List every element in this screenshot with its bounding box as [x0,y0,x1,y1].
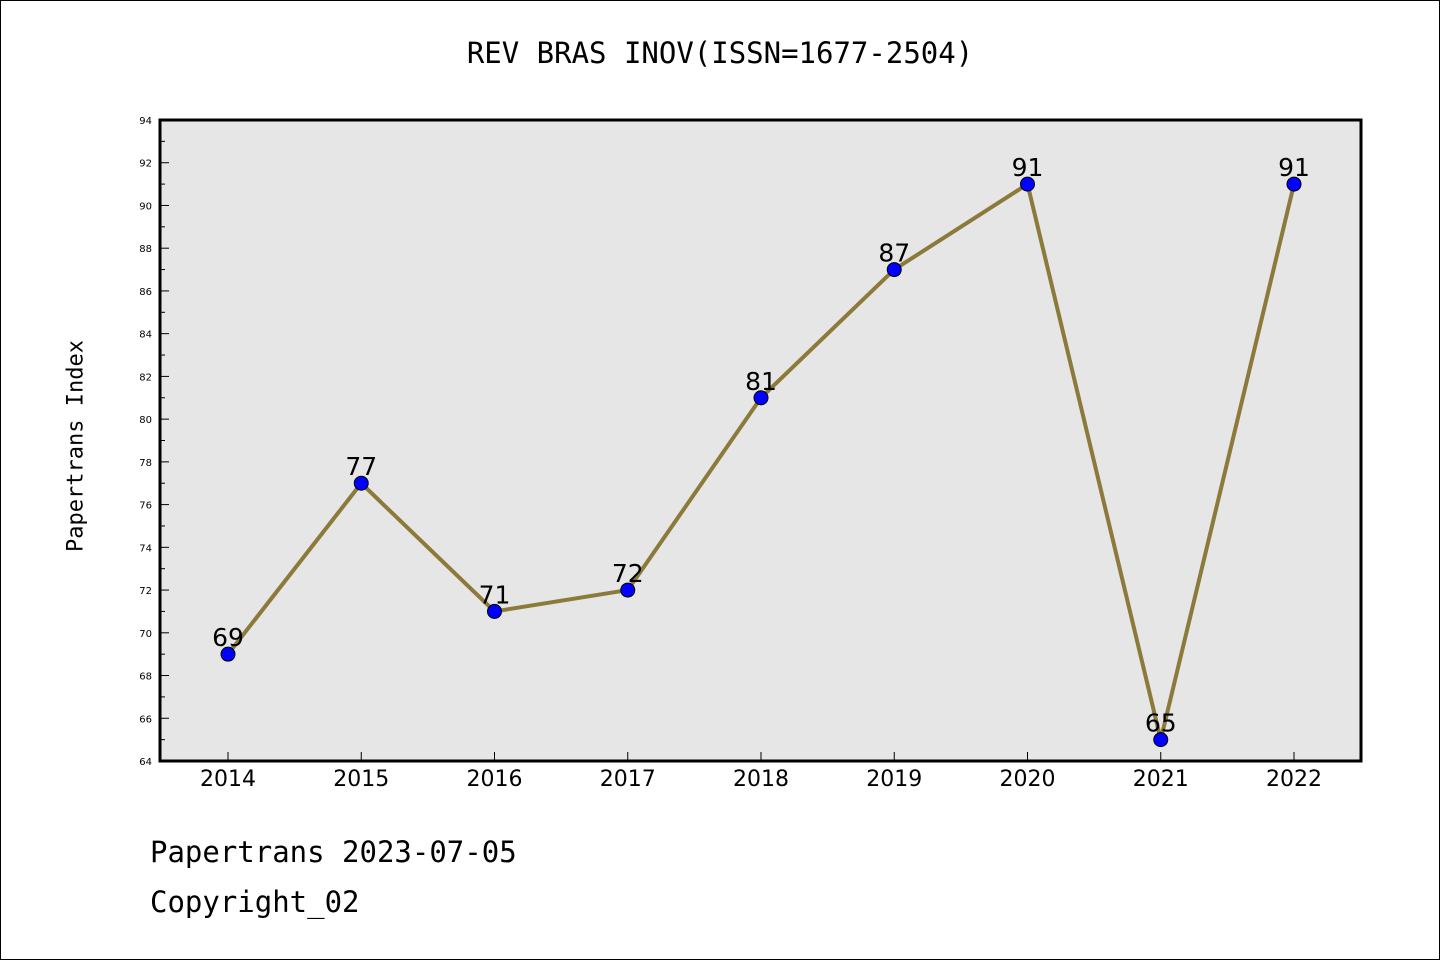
data-point [620,582,636,598]
y-tick-label: 80 [139,415,152,426]
data-point [220,646,236,662]
chart-title: REV BRAS INOV(ISSN=1677-2504) [466,36,974,70]
y-tick-label: 70 [139,629,152,640]
y-tick-label: 88 [139,244,152,255]
data-label: 69 [212,623,244,652]
data-label: 65 [1145,709,1177,738]
x-axis: 2014 2015 2016 2017 2018 2019 2020 2021 2022 [200,752,1322,792]
y-tick-label: 66 [139,714,152,725]
x-tick-label: 2014 [200,767,256,792]
footer-copyright: Copyright_02 [150,885,360,919]
data-label: 77 [345,452,377,481]
x-tick-label: 2015 [333,767,389,792]
data-point [1286,176,1302,192]
data-label: 71 [479,580,511,609]
data-label: 72 [612,559,644,588]
x-tick-label: 2021 [1133,767,1189,792]
y-tick-label: 68 [139,672,152,683]
data-point [753,390,769,406]
y-tick-label: 76 [139,501,152,512]
data-point [487,603,502,619]
plot-border [158,118,1363,763]
data-point [353,475,369,491]
data-label: 81 [745,367,777,396]
y-tick-label: 90 [139,201,152,212]
x-tick-label: 2017 [600,767,656,792]
data-label: 91 [1278,153,1310,182]
x-tick-label: 2019 [866,767,922,792]
data-point [1153,732,1169,748]
x-tick-label: 2018 [733,767,789,792]
plot-area [160,120,1361,761]
data-label: 91 [1012,153,1044,182]
series-layer: 69 77 71 72 81 87 91 65 91 [212,153,1310,748]
y-tick-label: 64 [139,757,152,768]
x-tick-label: 2016 [467,767,523,792]
y-tick-label: 92 [139,159,152,170]
y-tick-label: 84 [139,330,152,341]
x-tick-label: 2022 [1266,767,1322,792]
x-tick-label: 2020 [1000,767,1056,792]
y-tick-label: 74 [139,543,152,554]
data-point [886,262,902,278]
y-tick-label: 86 [139,287,152,298]
footer-date: Papertrans 2023-07-05 [150,835,517,869]
y-tick-label: 82 [139,372,152,383]
y-tick-label: 72 [139,586,152,597]
data-point [1020,176,1035,192]
y-tick-label: 94 [139,116,152,127]
data-label: 87 [878,239,910,268]
y-tick-label: 78 [139,458,152,469]
